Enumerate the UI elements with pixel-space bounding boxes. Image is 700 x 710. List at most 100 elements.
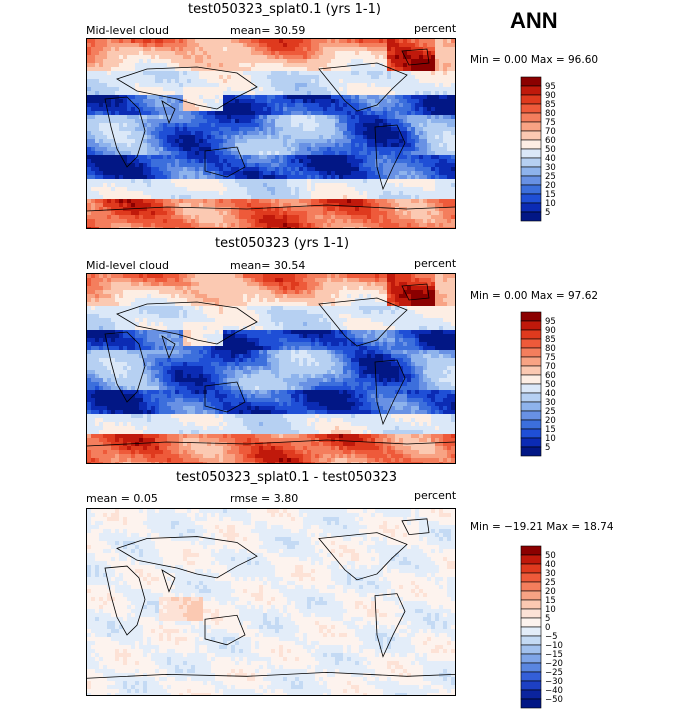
panel2-title: test050323 (yrs 1-1) — [215, 236, 350, 251]
panel1-contour-field — [87, 39, 455, 228]
panel3-mean-label: mean = 0.05 — [86, 492, 158, 505]
colorbar-tick-label: 60 — [545, 371, 556, 381]
colorbar-tick-label: 25 — [545, 407, 556, 417]
panel3-contour-field — [87, 509, 455, 695]
colorbar-tick-label: 85 — [545, 100, 556, 110]
colorbar-tick-label: −5 — [545, 632, 558, 642]
colorbar-swatch — [520, 193, 542, 204]
colorbar-swatch — [520, 94, 542, 105]
colorbar-swatch — [520, 653, 542, 664]
colorbar-swatch — [520, 121, 542, 132]
colorbar-tick-label: −15 — [545, 650, 563, 660]
panel1-minmax: Min = 0.00 Max = 96.60 — [470, 54, 599, 66]
colorbar-swatch — [520, 437, 542, 448]
colorbar-tick-label: 15 — [545, 425, 556, 435]
colorbar-swatch — [520, 545, 542, 556]
colorbar-swatch — [520, 157, 542, 168]
colorbar-tick-label: 50 — [545, 380, 556, 390]
colorbar-tick-label: 40 — [545, 560, 556, 570]
coastline-outline — [87, 518, 455, 679]
colorbar-swatch — [520, 671, 542, 682]
colorbar-tick-label: 90 — [545, 91, 556, 101]
colorbar-swatch — [520, 338, 542, 349]
colorbar-tick-label: 60 — [545, 136, 556, 146]
colorbar-tick-label: −40 — [545, 686, 563, 696]
panel3-minmax: Min = −19.21 Max = 18.74 — [470, 521, 614, 533]
colorbar-swatch — [520, 392, 542, 403]
panel1-title: test050323_splat0.1 (yrs 1-1) — [188, 2, 381, 17]
colorbar-tick-label: 75 — [545, 118, 556, 128]
panel3-title: test050323_splat0.1 - test050323 — [176, 470, 398, 485]
panel1-map — [86, 38, 456, 229]
panel2-minmax: Min = 0.00 Max = 97.62 — [470, 290, 599, 302]
colorbar-swatch — [520, 311, 542, 322]
colorbar-tick-label: 50 — [545, 551, 556, 561]
colorbar-swatch — [520, 139, 542, 150]
colorbar-tick-label: −30 — [545, 677, 563, 687]
colorbar-tick-label: 85 — [545, 335, 556, 345]
colorbar-swatch — [520, 374, 542, 385]
colorbar-swatch — [520, 554, 542, 565]
panel3-units-label: percent — [414, 489, 457, 502]
colorbar-swatch — [520, 130, 542, 141]
panel3-rmse-label: rmse = 3.80 — [230, 492, 299, 505]
colorbar-tick-label: 20 — [545, 416, 556, 426]
colorbar-tick-label: 25 — [545, 172, 556, 182]
panel3-map — [86, 508, 456, 696]
colorbar-swatch — [520, 85, 542, 96]
colorbar-tick-label: 50 — [545, 145, 556, 155]
field-cells — [87, 274, 455, 463]
colorbar-tick-label: 5 — [545, 443, 550, 453]
colorbar-swatch — [520, 698, 542, 709]
field-cells — [87, 509, 455, 695]
colorbar-tick-label: 30 — [545, 163, 556, 173]
panel2-variable-label: Mid-level cloud — [86, 259, 169, 272]
colorbar-tick-label: 0 — [545, 623, 550, 633]
colorbar-tick-label: −10 — [545, 641, 563, 651]
colorbar-tick-label: −25 — [545, 668, 563, 678]
colorbar-tick-label: 30 — [545, 569, 556, 579]
panel2-map — [86, 273, 456, 464]
colorbar-tick-label: 5 — [545, 208, 550, 218]
colorbar-swatch — [520, 635, 542, 646]
colorbar-swatch — [520, 103, 542, 114]
colorbar-tick-label: 40 — [545, 389, 556, 399]
colorbar-tick-label: 70 — [545, 127, 556, 137]
colorbar-tick-label: 10 — [545, 605, 556, 615]
panel1-units-label: percent — [414, 22, 457, 35]
colorbar-swatch — [520, 184, 542, 195]
colorbar-swatch — [520, 572, 542, 583]
coastline-outline — [87, 48, 455, 212]
colorbar-tick-label: 75 — [545, 353, 556, 363]
colorbar-tick-label: 20 — [545, 587, 556, 597]
season-label: ANN — [510, 8, 558, 33]
colorbar-swatch — [520, 689, 542, 700]
colorbar-tick-label: 15 — [545, 596, 556, 606]
colorbar-swatch — [520, 662, 542, 673]
colorbar-tick-label: 95 — [545, 317, 556, 327]
colorbar-swatch — [520, 428, 542, 439]
colorbar-tick-label: 25 — [545, 578, 556, 588]
colorbar-swatch — [520, 320, 542, 331]
colorbar-swatch — [520, 148, 542, 159]
colorbar-swatch — [520, 76, 542, 87]
colorbar-swatch — [520, 166, 542, 177]
panel2-mean-label: mean= 30.54 — [230, 259, 306, 272]
colorbar-tick-label: 90 — [545, 326, 556, 336]
colorbar-tick-label: 10 — [545, 434, 556, 444]
colorbar-swatch — [520, 401, 542, 412]
colorbar-swatch — [520, 365, 542, 376]
colorbar-swatch — [520, 680, 542, 691]
colorbar-swatch — [520, 112, 542, 123]
panel1-mean-label: mean= 30.59 — [230, 24, 306, 37]
colorbar-swatch — [520, 590, 542, 601]
colorbar-swatch — [520, 347, 542, 358]
colorbar-swatch — [520, 581, 542, 592]
field-cells — [87, 39, 455, 228]
colorbar-tick-label: 10 — [545, 199, 556, 209]
colorbar-tick-label: 20 — [545, 181, 556, 191]
colorbar-swatch — [520, 563, 542, 574]
panel2-units-label: percent — [414, 257, 457, 270]
colorbar-swatch — [520, 644, 542, 655]
colorbar-swatch — [520, 356, 542, 367]
